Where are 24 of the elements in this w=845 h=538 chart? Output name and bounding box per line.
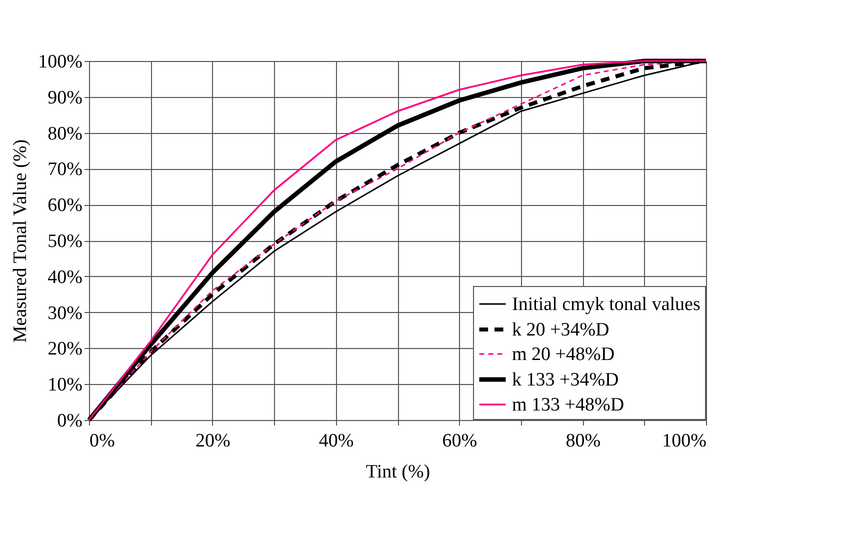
legend-label: k 133 +34%D bbox=[512, 370, 619, 390]
x-tick-label: 80% bbox=[566, 430, 601, 452]
x-tick-label: 60% bbox=[442, 430, 478, 452]
y-axis-title: Measured Tonal Value (%) bbox=[10, 139, 32, 343]
legend-label: m 133 +48%D bbox=[512, 394, 624, 416]
x-tick-label: 0% bbox=[90, 430, 115, 452]
legend-label: k 20 +34%D bbox=[512, 320, 610, 340]
x-tick-label: 40% bbox=[318, 430, 354, 452]
x-tick-label: 20% bbox=[195, 430, 230, 452]
y-tick-label: 80% bbox=[48, 123, 83, 144]
y-tick-label: 30% bbox=[48, 302, 83, 324]
y-tick-label: 20% bbox=[48, 338, 83, 360]
y-tick-label: 90% bbox=[48, 87, 83, 108]
y-tick-label: 60% bbox=[48, 195, 83, 216]
x-axis-title: Tint (%) bbox=[366, 462, 430, 482]
y-tick-label: 50% bbox=[48, 231, 83, 252]
y-tick-label: 100% bbox=[38, 52, 83, 72]
y-tick-label: 40% bbox=[48, 266, 83, 288]
x-tick-label: 100% bbox=[662, 430, 707, 452]
y-tick-label: 10% bbox=[48, 374, 83, 396]
legend-label: Initial cmyk tonal values bbox=[512, 294, 700, 315]
y-tick-label: 0% bbox=[57, 410, 83, 432]
legend-label: m 20 +48%D bbox=[512, 344, 615, 365]
y-tick-label: 70% bbox=[48, 159, 83, 180]
